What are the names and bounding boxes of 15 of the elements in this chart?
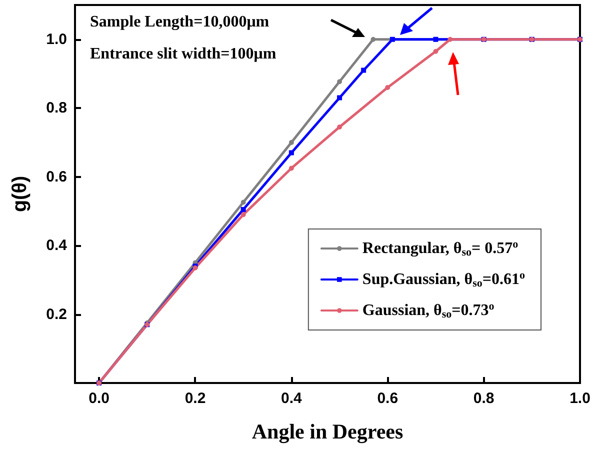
x-tick-label: 0.2 <box>184 390 206 407</box>
y-tick-label: 1.0 <box>46 30 67 48</box>
y-tick-label: 0.2 <box>46 306 67 323</box>
y-tick-label: 0.4 <box>46 237 68 254</box>
y-axis-title: g(θ) <box>9 176 31 212</box>
y-tick-label: 0.6 <box>46 168 67 186</box>
annotation: Sample Length=10,000μm <box>90 14 270 30</box>
x-tick-label: 1.0 <box>570 390 590 407</box>
x-tick-label: 0.8 <box>473 390 494 407</box>
y-tick-label: 0.8 <box>46 100 67 117</box>
x-axis-title: Angle in Degrees <box>252 420 404 444</box>
x-tick-label: 0.6 <box>377 390 398 407</box>
annotation: Entrance slit width=100μm <box>90 46 277 62</box>
x-tick-label: 0.0 <box>88 390 110 407</box>
x-tick-label: 0.4 <box>281 390 303 407</box>
